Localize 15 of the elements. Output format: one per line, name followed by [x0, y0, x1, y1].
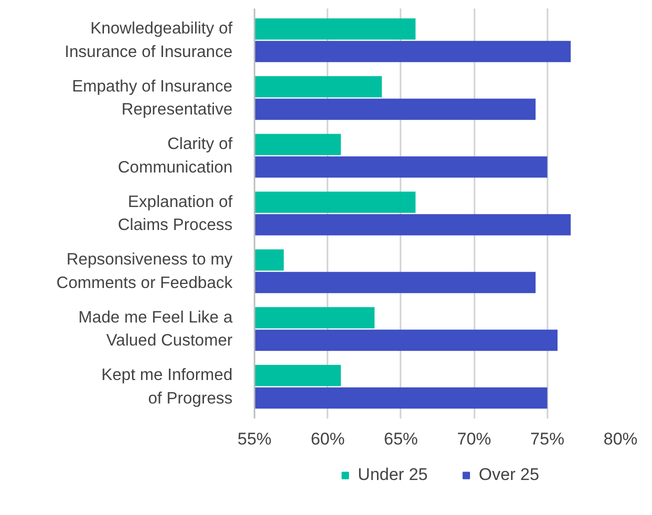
x-tick-label: 70%: [457, 430, 492, 448]
y-tick-label: Knowledgeability of Insurance of Insurance: [64, 20, 233, 61]
legend-label: Over 25: [478, 465, 540, 485]
y-tick-label: Made me Feel Like a Valued Customer: [78, 308, 234, 350]
y-tick-label: Clarity of Communication: [118, 135, 233, 176]
y-tick-label: Kept me Informed of Progress: [101, 366, 233, 408]
x-tick-label: 55%: [237, 430, 272, 448]
y-tick-label: Empathy of Insurance Representative: [72, 77, 233, 119]
y-tick-label: Explanation of Claims Process: [118, 192, 233, 234]
x-tick-label: 65%: [384, 430, 418, 448]
x-tick-label: 80%: [603, 430, 638, 448]
x-tick-label: 60%: [310, 430, 345, 448]
x-tick-label: 75%: [530, 430, 564, 448]
legend-label: Under 25: [358, 465, 428, 485]
y-tick-label: Repsonsiveness to my Comments or Feedback: [56, 250, 234, 292]
